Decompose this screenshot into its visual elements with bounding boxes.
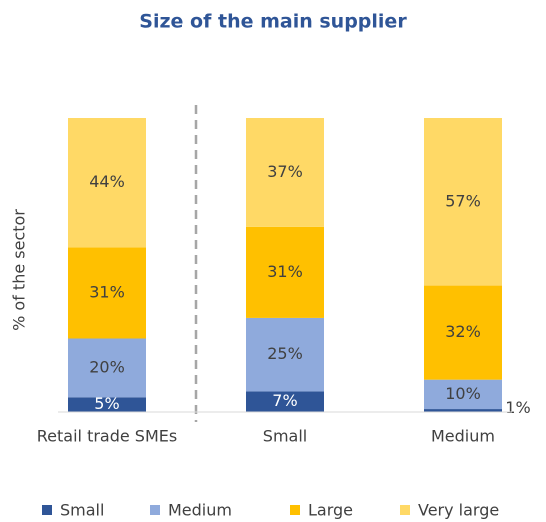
legend-label: Large	[308, 501, 353, 520]
bar-segment	[246, 317, 324, 392]
bar-segment	[424, 379, 502, 410]
legend-swatch	[42, 505, 52, 515]
bar-segment	[68, 247, 146, 339]
bar-segment	[424, 409, 502, 412]
chart-title: Size of the main supplier	[139, 11, 407, 33]
bar-segment	[68, 338, 146, 398]
data-label: 1%	[505, 398, 530, 417]
bar-segment	[246, 391, 324, 412]
legend-label: Very large	[418, 501, 499, 520]
data-label: 5%	[94, 394, 119, 413]
data-label: 37%	[267, 162, 303, 181]
x-tick-label: Retail trade SMEs	[37, 427, 177, 446]
bar-segment	[68, 118, 146, 248]
data-label: 10%	[445, 384, 481, 403]
bar-segment	[68, 397, 146, 412]
data-label: 31%	[89, 282, 125, 301]
bar-segment	[424, 285, 502, 380]
data-label: 44%	[89, 172, 125, 191]
x-tick-label: Small	[263, 427, 307, 446]
legend-swatch	[150, 505, 160, 515]
data-label: 7%	[272, 391, 297, 410]
legend-swatch	[400, 505, 410, 515]
bar-segment	[246, 226, 324, 318]
data-label: 25%	[267, 344, 303, 363]
data-label: 20%	[89, 357, 125, 376]
x-tick-label: Medium	[431, 427, 495, 446]
data-label: 57%	[445, 191, 481, 210]
bar-segment	[424, 118, 502, 286]
legend-swatch	[290, 505, 300, 515]
bar-segment	[246, 118, 324, 227]
data-label: 31%	[267, 262, 303, 281]
data-label: 32%	[445, 322, 481, 341]
legend-label: Small	[60, 501, 104, 520]
y-axis-label: % of the sector	[10, 209, 29, 331]
legend-label: Medium	[168, 501, 232, 520]
